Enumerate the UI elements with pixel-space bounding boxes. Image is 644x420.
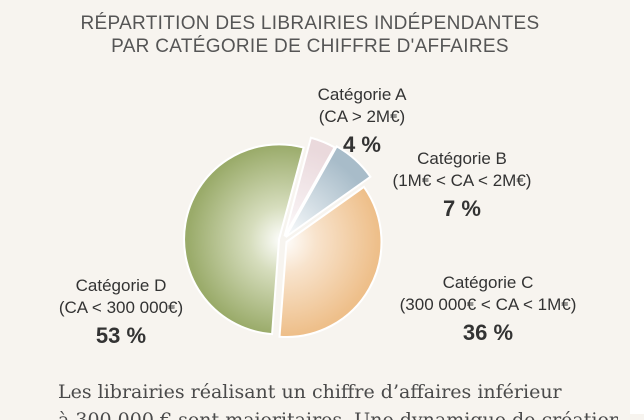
label-categorie-b: Catégorie B (1M€ < CA < 2M€) 7 %: [372, 148, 552, 224]
chart-title-line-2: PAR CATÉGORIE DE CHIFFRE D'AFFAIRES: [111, 36, 509, 57]
footer-line-1: Les librairies réalisant un chiffre d’af…: [58, 381, 562, 403]
pie-slice-cat-gorie-a: [283, 136, 336, 237]
label-categorie-d-pct: 53 %: [95, 323, 147, 348]
footer-line-2: à 300 000 € sont majoritaires. Une dynam…: [58, 409, 618, 420]
label-categorie-a: Catégorie A (CA > 2M€) 4 %: [282, 84, 442, 160]
label-categorie-b-pct: 7 %: [443, 196, 481, 221]
label-categorie-b-range: (1M€ < CA < 2M€): [392, 171, 532, 190]
chart-title-line-1: RÉPARTITION DES LIBRAIRIES INDÉPENDANTES: [80, 13, 540, 34]
label-categorie-a-range: (CA > 2M€): [318, 107, 406, 126]
label-categorie-c: Catégorie C (300 000€ < CA < 1M€) 36 %: [378, 272, 598, 348]
label-categorie-d-range: (CA < 300 000€): [58, 298, 184, 317]
label-categorie-b-name: Catégorie B: [417, 149, 507, 168]
label-categorie-a-pct: 4 %: [343, 132, 381, 157]
label-categorie-c-name: Catégorie C: [442, 273, 534, 292]
label-categorie-a-name: Catégorie A: [317, 85, 407, 104]
label-categorie-c-pct: 36 %: [462, 320, 514, 345]
chart-title: RÉPARTITION DES LIBRAIRIES INDÉPENDANTES…: [0, 12, 620, 58]
label-categorie-c-range: (300 000€ < CA < 1M€): [399, 295, 577, 314]
pie-slice-cat-gorie-c: [278, 185, 383, 338]
right-edge-strip: [630, 0, 644, 414]
label-categorie-d-name: Catégorie D: [75, 276, 167, 295]
pie-slice-cat-gorie-b: [284, 145, 372, 238]
pie-slice-cat-gorie-d: [183, 143, 305, 336]
label-categorie-d: Catégorie D (CA < 300 000€) 53 %: [36, 275, 206, 351]
